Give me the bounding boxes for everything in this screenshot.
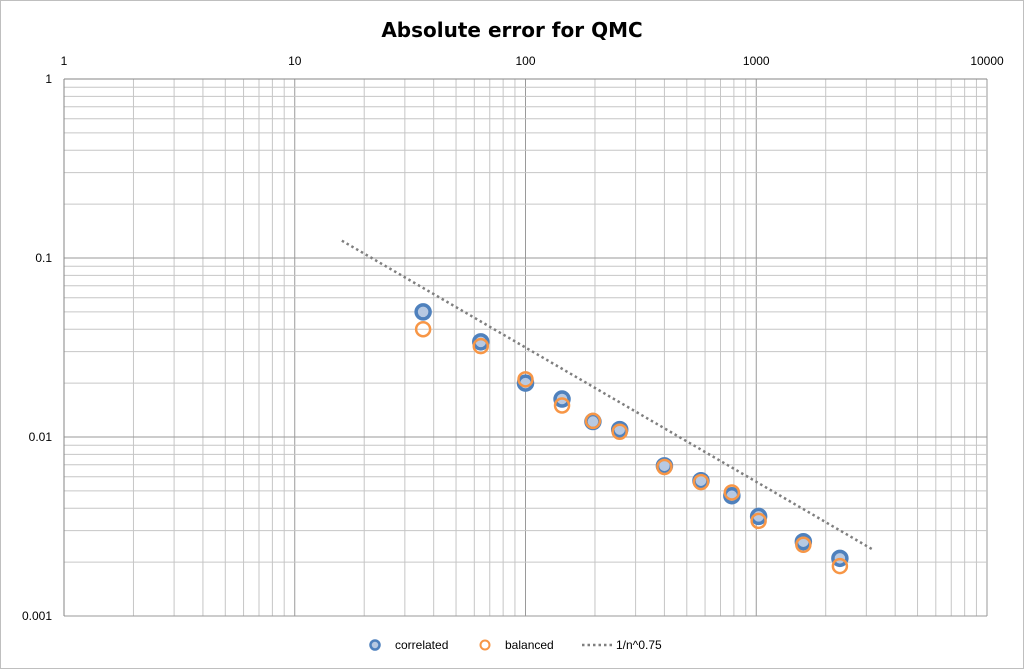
balanced-point [795,536,812,554]
balanced-point [723,484,741,501]
balanced-point [553,397,571,414]
legend: correlated balanced 1/n^0.75 [369,638,662,652]
legend-label: balanced [505,638,554,652]
y-tick-label: 0.01 [29,430,53,444]
grid [63,78,988,617]
data-points [414,303,849,575]
balanced-point [584,412,602,430]
trendline [341,239,874,551]
chart-title: Absolute error for QMC [381,18,642,42]
trendline-power [341,239,874,551]
y-axis-ticks: 1 0.1 0.01 0.001 [22,72,52,623]
balanced-point [517,371,534,388]
x-tick-label: 1 [61,54,68,68]
balanced-point [414,320,432,338]
balanced-point [472,337,490,355]
legend-label: 1/n^0.75 [616,638,662,652]
x-tick-label: 100 [515,54,535,68]
balanced-point [750,512,767,530]
y-tick-label: 0.001 [22,609,52,623]
y-tick-label: 0.1 [35,251,52,265]
balanced-point [831,557,849,575]
x-axis-ticks: 1 10 100 1000 10000 [61,54,1004,68]
x-tick-label: 10 [288,54,302,68]
correlated-point [414,303,432,321]
correlated-point [749,507,768,526]
balanced-point [656,458,673,476]
legend-label: correlated [395,638,448,652]
balanced-point [611,423,628,440]
legend-marker-balanced [479,639,491,651]
legend-marker-correlated [369,639,381,651]
x-tick-label: 1000 [743,54,770,68]
y-tick-label: 1 [45,72,52,86]
x-tick-label: 10000 [970,54,1004,68]
balanced-point [692,473,710,491]
